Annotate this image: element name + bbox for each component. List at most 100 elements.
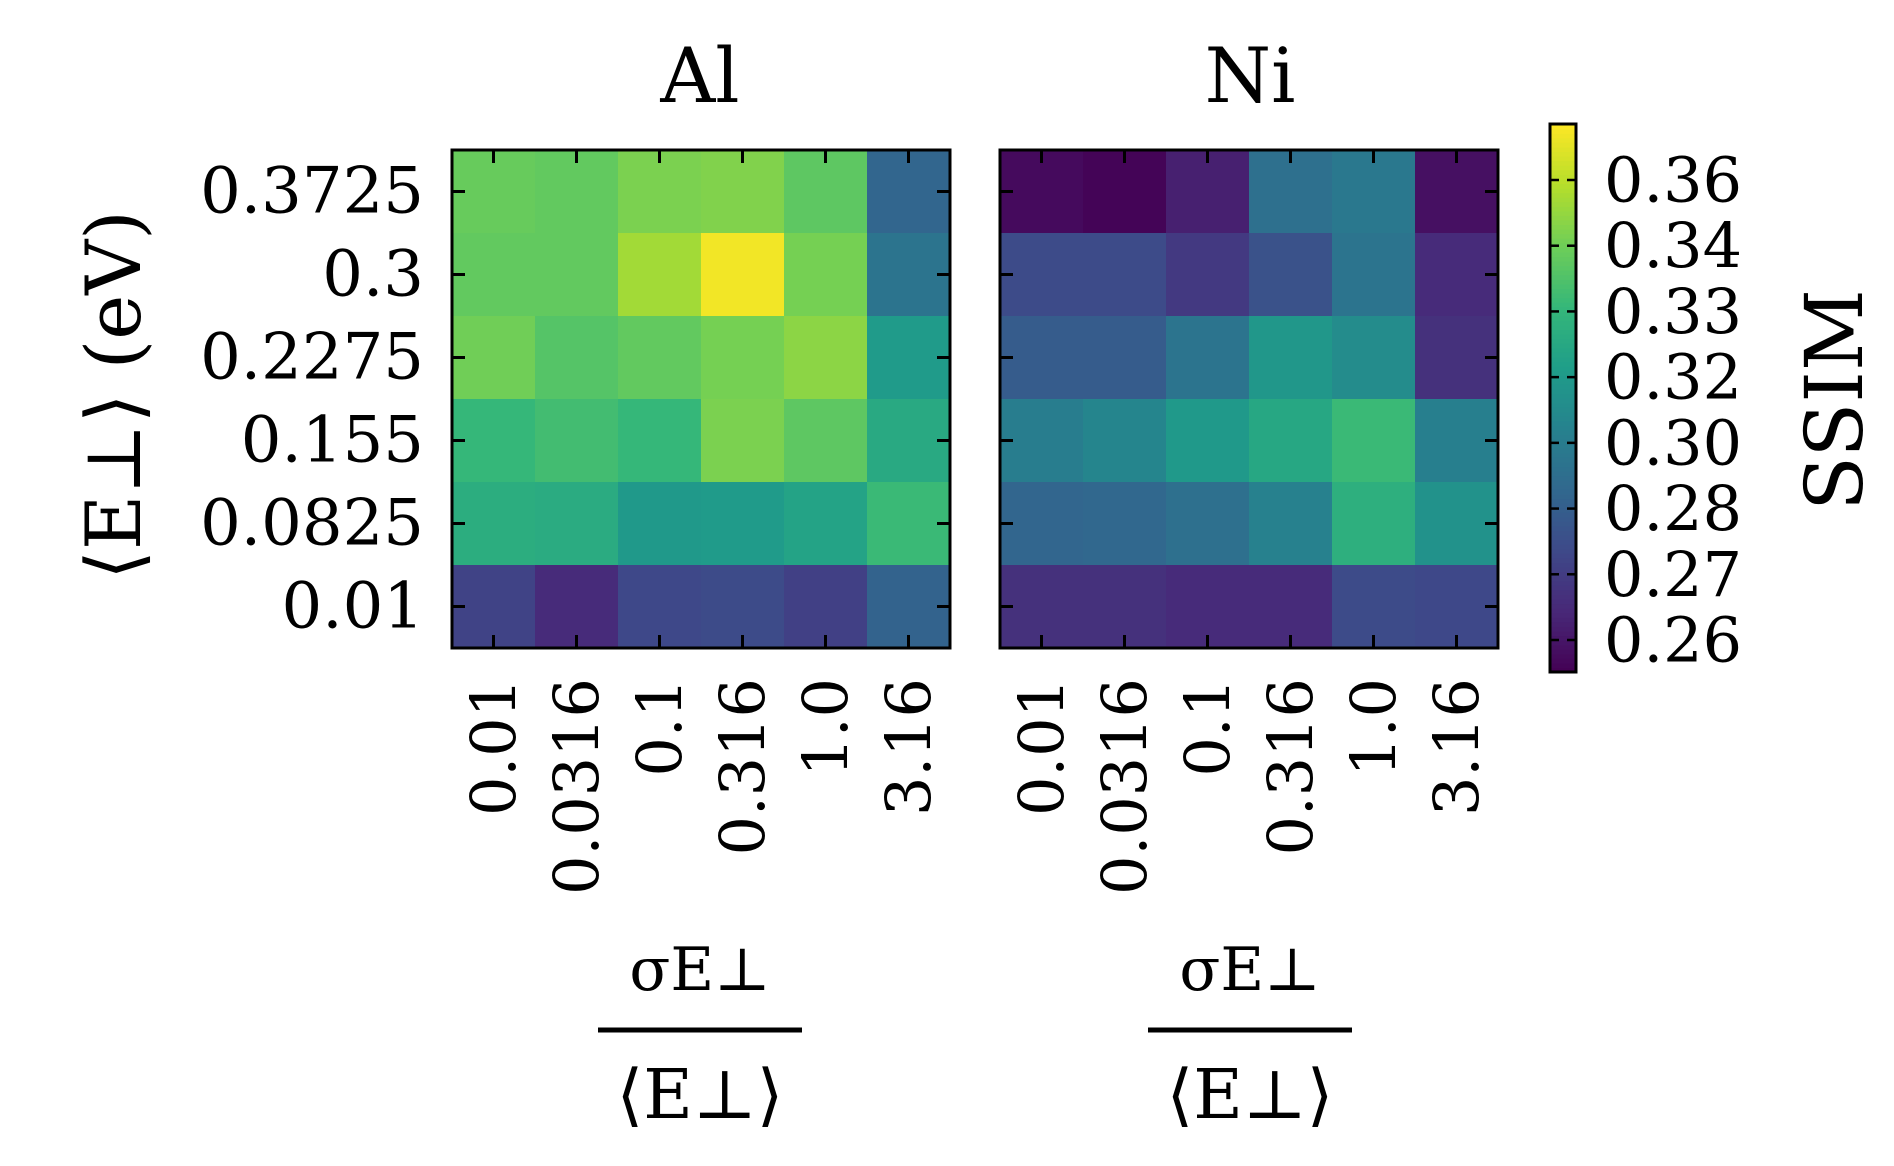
colorbar-segment-58 bbox=[1550, 402, 1576, 408]
colorbar-segment-86 bbox=[1550, 274, 1576, 280]
colorbar-tick-label-7: 0.26 bbox=[1604, 604, 1742, 677]
colorbar-segment-64 bbox=[1550, 375, 1576, 381]
heatmap-cell-ni-r5-c4 bbox=[1332, 565, 1416, 649]
colorbar-segment-32 bbox=[1550, 521, 1576, 527]
colorbar-segment-39 bbox=[1550, 489, 1576, 495]
heatmap-cell-ni-r5-c3 bbox=[1249, 565, 1333, 649]
colorbar-segment-102 bbox=[1550, 201, 1576, 207]
colorbar-segment-71 bbox=[1550, 343, 1576, 349]
colorbar-segment-44 bbox=[1550, 466, 1576, 472]
x-tick-label-ni-5: 3.16 bbox=[1420, 678, 1493, 816]
heatmap-cell-ni-r5-c2 bbox=[1166, 565, 1250, 649]
x-tick-label-al-3: 0.316 bbox=[706, 678, 779, 856]
colorbar-segment-89 bbox=[1550, 261, 1576, 267]
colorbar-segment-68 bbox=[1550, 356, 1576, 363]
colorbar-segment-85 bbox=[1550, 279, 1576, 285]
colorbar-segment-16 bbox=[1550, 594, 1576, 600]
heatmap-cell-al-r4-c2 bbox=[618, 482, 702, 566]
colorbar-segment-69 bbox=[1550, 352, 1576, 358]
heatmap-cell-ni-r1-c3 bbox=[1249, 233, 1333, 317]
heatmap-cell-ni-r1-c4 bbox=[1332, 233, 1416, 317]
colorbar-segment-33 bbox=[1550, 516, 1576, 522]
colorbar-segment-111 bbox=[1550, 160, 1576, 166]
colorbar-segment-43 bbox=[1550, 471, 1576, 477]
heatmap-cell-ni-r1-c5 bbox=[1415, 233, 1499, 317]
heatmap-cell-ni-r5-c5 bbox=[1415, 565, 1499, 649]
heatmap-cell-ni-r4-c5 bbox=[1415, 482, 1499, 566]
heatmap-cell-al-r1-c3 bbox=[701, 233, 785, 317]
colorbar-segment-29 bbox=[1550, 535, 1576, 541]
colorbar-segment-74 bbox=[1550, 329, 1576, 335]
x-tick-label-al-2: 0.1 bbox=[623, 678, 696, 777]
colorbar-tick-label-1: 0.34 bbox=[1604, 209, 1742, 282]
colorbar-segment-59 bbox=[1550, 398, 1576, 404]
heatmap-cell-al-r2-c4 bbox=[784, 316, 868, 400]
heatmap-cell-al-r1-c0 bbox=[452, 233, 536, 317]
colorbar-segment-65 bbox=[1550, 370, 1576, 376]
colorbar-frame bbox=[1548, 122, 1578, 674]
colorbar-segment-91 bbox=[1550, 251, 1576, 258]
colorbar-segment-37 bbox=[1550, 498, 1576, 504]
y-tick-label-4: 0.0825 bbox=[200, 487, 424, 561]
heatmap-cell-al-r5-c2 bbox=[618, 565, 702, 649]
panel-frame-al bbox=[450, 148, 952, 650]
colorbar-segment-117 bbox=[1550, 133, 1576, 139]
y-tick-label-5: 0.01 bbox=[282, 570, 425, 644]
x-tick-label-ni-3: 0.316 bbox=[1254, 678, 1327, 856]
colorbar-segment-93 bbox=[1550, 242, 1576, 248]
colorbar-segment-114 bbox=[1550, 146, 1576, 152]
colorbar-segment-56 bbox=[1550, 411, 1576, 417]
x-tick-label-ni-4: 1.0 bbox=[1337, 678, 1410, 777]
heatmap-cell-ni-r5-c0 bbox=[1000, 565, 1084, 649]
heatmap-cell-al-r5-c3 bbox=[701, 565, 785, 649]
colorbar-segment-10 bbox=[1550, 621, 1576, 627]
colorbar-segment-7 bbox=[1550, 635, 1576, 641]
colorbar-segment-82 bbox=[1550, 292, 1576, 299]
heatmap-cell-ni-r4-c0 bbox=[1000, 482, 1084, 566]
colorbar-segment-23 bbox=[1550, 562, 1576, 568]
heatmap-cell-al-r2-c0 bbox=[452, 316, 536, 400]
colorbar-segment-104 bbox=[1550, 192, 1576, 198]
heatmap-cell-al-r1-c5 bbox=[867, 233, 951, 317]
colorbar-segment-9 bbox=[1550, 626, 1576, 632]
colorbar-segment-11 bbox=[1550, 617, 1576, 623]
colorbar-tick-label-5: 0.28 bbox=[1604, 472, 1742, 545]
colorbar-segment-2 bbox=[1550, 658, 1576, 664]
colorbar-segment-1 bbox=[1550, 662, 1576, 669]
colorbar-segment-80 bbox=[1550, 302, 1576, 308]
heatmap-cell-al-r5-c4 bbox=[784, 565, 868, 649]
colorbar-segment-62 bbox=[1550, 384, 1576, 390]
colorbar-segment-27 bbox=[1550, 544, 1576, 550]
colorbar-segment-57 bbox=[1550, 407, 1576, 413]
heatmap-cell-al-r0-c4 bbox=[784, 150, 868, 234]
heatmap-cell-al-r5-c1 bbox=[535, 565, 619, 649]
colorbar-segment-106 bbox=[1550, 183, 1576, 189]
colorbar-tick-label-6: 0.27 bbox=[1604, 538, 1742, 611]
colorbar-segment-0 bbox=[1550, 667, 1576, 673]
colorbar-segment-49 bbox=[1550, 443, 1576, 449]
colorbar-segment-21 bbox=[1550, 571, 1576, 577]
heatmap-cell-al-r3-c1 bbox=[535, 399, 619, 483]
colorbar-segment-87 bbox=[1550, 270, 1576, 276]
heatmap-cell-al-r2-c2 bbox=[618, 316, 702, 400]
heatmap-cell-al-r3-c5 bbox=[867, 399, 951, 483]
heatmap-cell-ni-r3-c2 bbox=[1166, 399, 1250, 483]
colorbar-segment-105 bbox=[1550, 187, 1576, 194]
colorbar-segment-25 bbox=[1550, 553, 1576, 559]
heatmap-cell-ni-r2-c3 bbox=[1249, 316, 1333, 400]
axes: 0.01 0.0316 0.1 0.316 1.0 3.16 0.01 0.0316 0.1 0.… bbox=[200, 148, 1500, 895]
colorbar-segment-112 bbox=[1550, 155, 1576, 162]
heatmap-cell-ni-r2-c0 bbox=[1000, 316, 1084, 400]
colorbar-segment-22 bbox=[1550, 566, 1576, 573]
heatmap-cell-ni-r4-c4 bbox=[1332, 482, 1416, 566]
x-tick-label-al-1: 0.0316 bbox=[540, 678, 613, 895]
y-axis-label: ⟨E⊥⟩ (eV) bbox=[69, 210, 158, 580]
colorbar-segment-15 bbox=[1550, 598, 1576, 605]
panel-title-ni: Ni bbox=[1205, 31, 1296, 120]
heatmap-cell-al-r2-c5 bbox=[867, 316, 951, 400]
heatmap-cell-ni-r0-c1 bbox=[1083, 150, 1167, 234]
x-tick-label-al-0: 0.01 bbox=[457, 678, 530, 816]
heatmap-cell-ni-r0-c2 bbox=[1166, 150, 1250, 234]
x-tick-label-ni-0: 0.01 bbox=[1005, 678, 1078, 816]
heatmap-cell-ni-r2-c5 bbox=[1415, 316, 1499, 400]
